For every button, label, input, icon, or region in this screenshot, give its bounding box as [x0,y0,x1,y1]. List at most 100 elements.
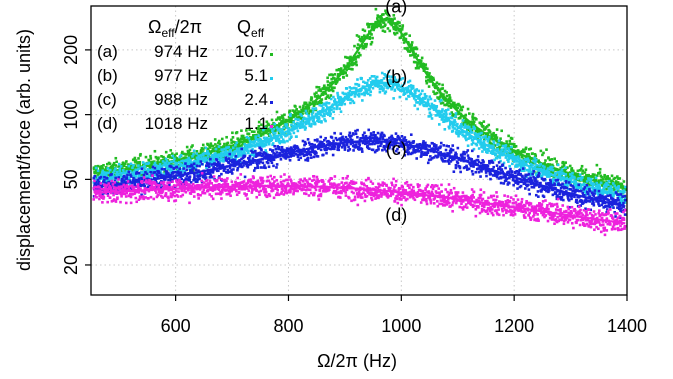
data-point [488,161,491,165]
data-point [493,171,497,175]
data-point [362,34,366,37]
data-point [524,147,528,151]
data-point [574,180,577,183]
data-point [135,171,139,174]
data-point [622,201,625,205]
data-point [427,115,431,118]
data-point [383,134,386,138]
data-point [276,145,279,148]
data-point [502,175,506,179]
data-point [266,153,270,157]
data-point [252,141,256,144]
data-point [394,28,398,32]
data-point [425,153,428,157]
data-point [111,183,115,186]
data-point [126,173,129,177]
data-point [300,108,303,112]
data-point [383,148,387,151]
data-point [292,154,296,157]
data-point [623,213,627,216]
data-point [357,35,361,38]
data-point [589,177,593,181]
data-point [375,24,379,28]
data-point [450,111,454,114]
data-point [620,210,624,213]
data-point [616,181,620,184]
data-point [449,147,453,151]
data-point [501,153,504,157]
data-point [434,107,438,111]
data-point [264,143,268,147]
data-point [143,168,147,171]
data-point [562,193,565,197]
data-point [281,140,285,144]
data-point [149,154,152,158]
data-point [355,34,359,37]
data-point [378,141,381,144]
data-point [423,143,427,147]
data-point [357,55,360,59]
data-point [132,174,136,178]
data-point [331,117,335,120]
data-point [403,153,407,157]
data-point [249,143,253,147]
data-point [106,200,109,204]
data-point [98,189,102,193]
data-point [371,141,375,144]
data-point [547,156,550,159]
data-point [393,76,397,79]
data-point [521,175,524,179]
data-point [198,177,201,181]
data-point [522,160,526,164]
data-point [412,149,415,152]
data-point [393,17,396,20]
data-point [166,163,170,167]
data-point [294,105,297,108]
data-point [379,23,383,26]
data-point [611,180,615,184]
data-point [579,186,583,189]
data-point [471,172,475,176]
data-point [556,163,560,167]
data-point [487,123,491,127]
data-point [102,171,106,174]
data-point [329,97,333,101]
data-point [394,132,398,135]
data-point [94,181,98,184]
data-point [357,92,361,96]
data-point [597,192,600,196]
data-point [352,149,355,152]
data-point [169,192,173,195]
data-point [414,60,417,64]
data-point [555,160,558,163]
data-point [406,88,410,91]
data-point [345,74,349,77]
data-point [340,102,344,105]
data-point [620,207,623,210]
data-point [495,156,499,160]
data-point [305,112,309,115]
data-point [274,139,278,142]
data-point [156,160,159,164]
data-point [591,173,595,176]
data-point [427,158,431,162]
data-point [417,101,420,104]
data-point [490,159,494,163]
data-point [492,145,495,148]
data-point [383,30,387,33]
data-point [405,97,408,101]
data-point [256,166,260,170]
data-point [529,173,532,177]
data-point [259,166,263,169]
data-point [520,179,523,183]
data-point [409,142,412,146]
data-point [210,163,214,166]
data-point [404,138,408,142]
data-point [303,150,306,153]
data-point [447,145,451,148]
data-point [310,150,314,154]
data-point [592,203,596,207]
data-point [361,28,365,32]
data-point [574,172,577,175]
data-point [539,162,543,166]
